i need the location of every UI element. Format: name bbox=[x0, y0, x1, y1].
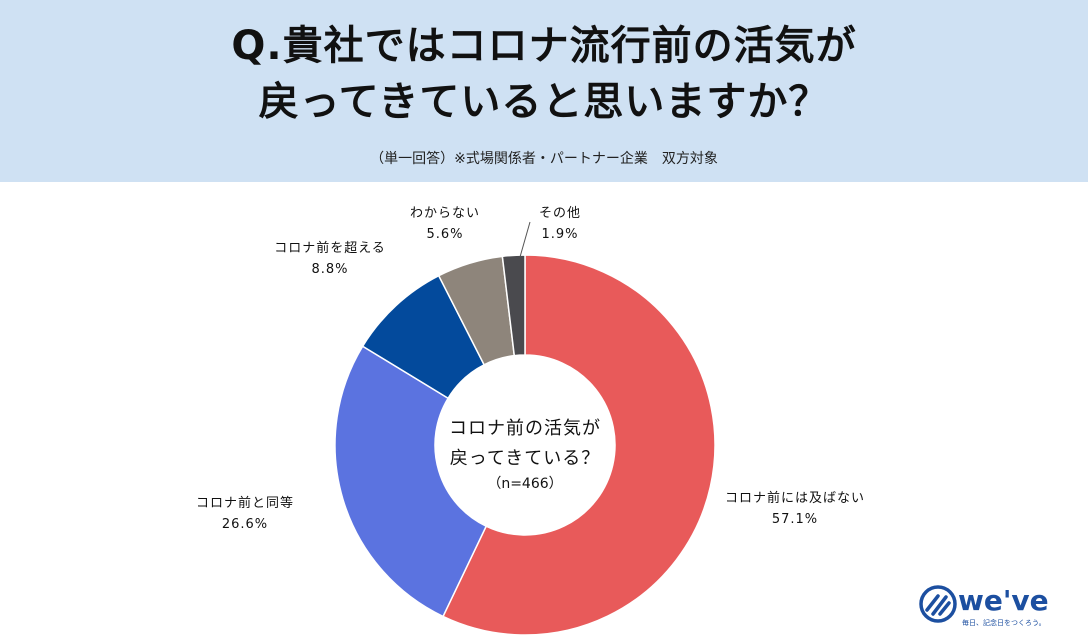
logo-wordmark: we've bbox=[958, 584, 1049, 617]
donut-slices bbox=[334, 254, 716, 636]
center-label-line2: 戻ってきている？ bbox=[450, 448, 601, 469]
slice-2 bbox=[334, 345, 488, 618]
slice-label-5: その他 bbox=[539, 206, 581, 221]
slice-label-1: コロナ前には及ばない bbox=[725, 490, 865, 506]
center-label-line1: コロナ前の活気が bbox=[449, 418, 601, 439]
slice-5 bbox=[501, 254, 526, 357]
donut-chart: コロナ前には及ばない 57.1% コロナ前と同等 26.6% コロナ前を超える 8.8% わ… bbox=[196, 206, 865, 636]
page-subtitle: （単一回答）※式場関係者・パートナー企業 双方対象 bbox=[370, 151, 718, 167]
slice-label-4: わからない bbox=[410, 206, 480, 221]
slice-value-5: 1.9% bbox=[541, 227, 578, 242]
logo-tagline: 毎日、記念日をつくろう。 bbox=[962, 619, 1046, 627]
we-ve-logo-icon bbox=[919, 585, 957, 623]
leader-lines bbox=[519, 221, 531, 258]
slice-value-4: 5.6% bbox=[426, 227, 463, 242]
slice-1 bbox=[442, 254, 716, 636]
page-title-line1: Q.貴社ではコロナ流行前の活気が bbox=[231, 23, 857, 69]
leader-line-other bbox=[519, 221, 531, 258]
header-band: Q.貴社ではコロナ流行前の活気が 戻ってきていると思いますか？ （単一回答）※式… bbox=[0, 0, 1088, 182]
slice-label-2: コロナ前と同等 bbox=[196, 495, 294, 511]
slice-label-3: コロナ前を超える bbox=[274, 240, 386, 256]
center-label-line3: （n=466） bbox=[487, 476, 562, 492]
page-title-line2: 戻ってきていると思いますか？ bbox=[258, 79, 830, 125]
slice-value-2: 26.6% bbox=[222, 517, 268, 532]
slice-value-3: 8.8% bbox=[311, 262, 348, 277]
slice-value-1: 57.1% bbox=[772, 512, 818, 527]
slice-labels: コロナ前には及ばない 57.1% コロナ前と同等 26.6% コロナ前を超える 8.8% わ… bbox=[196, 206, 865, 532]
weve-logo: we've 毎日、記念日をつくろう。 bbox=[918, 582, 1078, 630]
donut-center-label: コロナ前の活気が 戻ってきている？ （n=466） bbox=[449, 418, 601, 492]
